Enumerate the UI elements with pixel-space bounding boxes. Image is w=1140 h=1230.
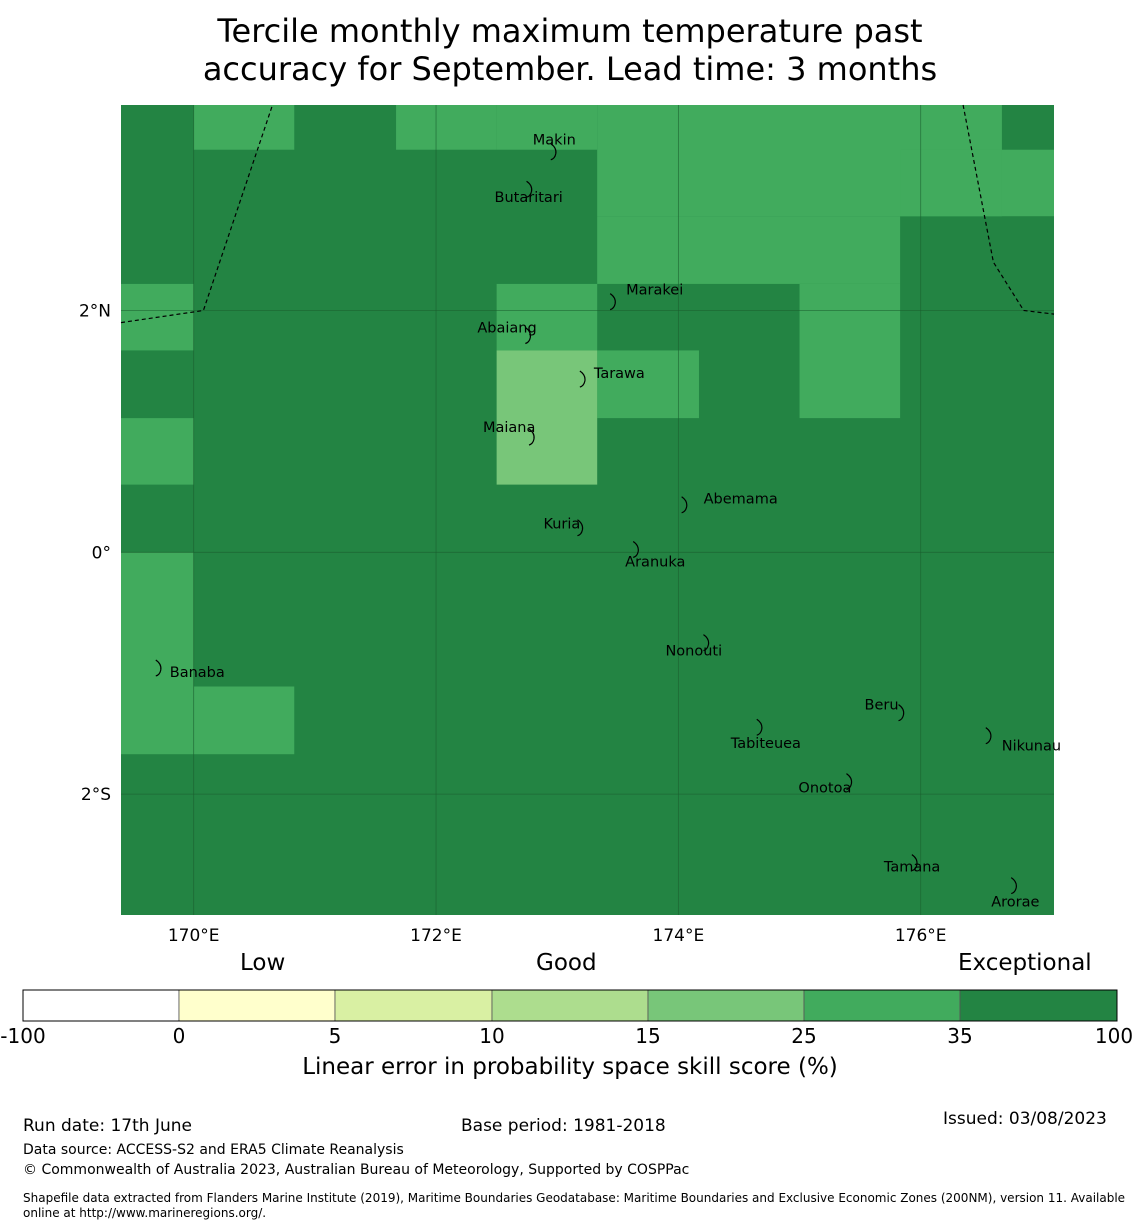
colorbar-tick-label: 15 xyxy=(635,1024,661,1048)
island-label: Banaba xyxy=(170,665,225,681)
lon-tick-label: 176°E xyxy=(895,926,947,946)
island-label: Onotoa xyxy=(798,781,851,797)
chart-title-line-1: Tercile monthly maximum temperature past xyxy=(217,12,923,50)
skill-cell xyxy=(496,350,598,485)
run-date: Run date: 17th June xyxy=(23,1116,192,1136)
island-outline xyxy=(526,180,533,198)
island-label: Tarawa xyxy=(593,366,645,382)
lon-tick-label: 172°E xyxy=(410,926,462,946)
colorbar-tick-label: 0 xyxy=(172,1024,186,1048)
island-label: Nikunau xyxy=(1002,739,1061,755)
base-period: Base period: 1981-2018 xyxy=(461,1116,666,1136)
data-source: Data source: ACCESS-S2 and ERA5 Climate … xyxy=(23,1142,404,1158)
island-outline xyxy=(155,659,162,677)
eez-boundary xyxy=(962,104,1055,315)
skill-cell xyxy=(193,686,295,755)
lon-tick-label: 170°E xyxy=(168,926,220,946)
colorbar-tick-label: 10 xyxy=(479,1024,505,1048)
skill-cell xyxy=(121,552,194,755)
island-label: Tabiteuea xyxy=(730,736,801,752)
colorbar-label-low: Low xyxy=(240,950,286,976)
island-outline xyxy=(898,704,905,722)
island-markers: Makin Butaritari Marakei Abaiang Tarawa Maian… xyxy=(155,133,1061,911)
colorbar-tick-label: 35 xyxy=(947,1024,973,1048)
island-outline xyxy=(609,293,616,311)
issued-date: Issued: 03/08/2023 xyxy=(943,1109,1107,1129)
colorbar-segment xyxy=(959,989,1118,1022)
island-label: Butaritari xyxy=(495,190,563,206)
colorbar-label-good: Good xyxy=(536,950,597,976)
colorbar xyxy=(22,989,1118,1022)
skill-cell xyxy=(193,105,295,150)
island-outline xyxy=(756,718,763,736)
skill-cell xyxy=(396,105,497,150)
eez-boundary xyxy=(120,104,274,324)
graticule-lines xyxy=(121,105,1054,915)
skill-background xyxy=(121,105,1054,915)
skill-cell xyxy=(799,283,901,419)
island-outline xyxy=(985,727,992,745)
colorbar-segment xyxy=(178,989,336,1022)
island-outline xyxy=(577,519,584,537)
colorbar-tick-label: 5 xyxy=(328,1024,342,1048)
island-outline xyxy=(1010,877,1017,895)
lat-tick-label: 2°S xyxy=(81,785,111,805)
island-label: Tamana xyxy=(883,860,940,876)
skill-cell xyxy=(121,418,194,485)
island-label: Beru xyxy=(865,698,899,714)
island-label: Abemama xyxy=(704,492,778,508)
colorbar-tick-label: 100 xyxy=(1094,1024,1134,1048)
shapefile-credit: Shapefile data extracted from Flanders M… xyxy=(23,1191,1126,1220)
island-label: Aranuka xyxy=(625,554,685,570)
colorbar-label-exceptional: Exceptional xyxy=(958,950,1092,976)
colorbar-tick-label: 25 xyxy=(791,1024,817,1048)
colorbar-segment xyxy=(22,989,180,1022)
island-outline xyxy=(911,854,918,872)
skill-cell xyxy=(496,105,598,150)
skill-grid-cells xyxy=(121,105,1054,915)
island-outline xyxy=(703,634,710,652)
island-outline xyxy=(846,773,853,791)
colorbar-segment xyxy=(803,989,961,1022)
skill-cell xyxy=(496,283,598,351)
colorbar-title: Linear error in probability space skill … xyxy=(302,1054,838,1080)
lat-tick-label: 0° xyxy=(92,543,111,563)
island-label: Nonouti xyxy=(665,644,722,660)
skill-cell xyxy=(597,216,901,284)
colorbar-tick-label: -100 xyxy=(0,1024,46,1048)
island-outline xyxy=(681,496,688,514)
eez-boundary-lines xyxy=(120,104,1055,324)
island-outline xyxy=(524,326,532,345)
island-outline xyxy=(632,540,639,559)
colorbar-outline xyxy=(22,989,1118,1022)
skill-cell xyxy=(597,350,699,419)
island-outline xyxy=(579,370,586,388)
skill-cell xyxy=(900,149,1002,217)
island-label: Marakei xyxy=(626,283,683,299)
island-label: Arorae xyxy=(991,895,1039,911)
colorbar-segment xyxy=(491,989,649,1022)
copyright-notice: © Commonwealth of Australia 2023, Austra… xyxy=(23,1162,690,1178)
lat-tick-label: 2°N xyxy=(79,302,111,322)
island-outline xyxy=(550,143,557,161)
chart-title-line-2: accuracy for September. Lead time: 3 mon… xyxy=(202,50,938,88)
colorbar-segment xyxy=(647,989,805,1022)
island-label: Abaiang xyxy=(477,320,536,336)
island-label: Maiana xyxy=(483,420,535,436)
island-outline xyxy=(528,428,535,446)
skill-cell xyxy=(1001,149,1054,217)
colorbar-segment xyxy=(334,989,493,1022)
axis-tick-labels: 170°E 172°E 174°E 176°E 2°N 0° 2°S xyxy=(79,302,947,946)
island-label: Kuria xyxy=(543,517,580,533)
lon-tick-label: 174°E xyxy=(653,926,705,946)
island-label: Makin xyxy=(533,133,576,149)
